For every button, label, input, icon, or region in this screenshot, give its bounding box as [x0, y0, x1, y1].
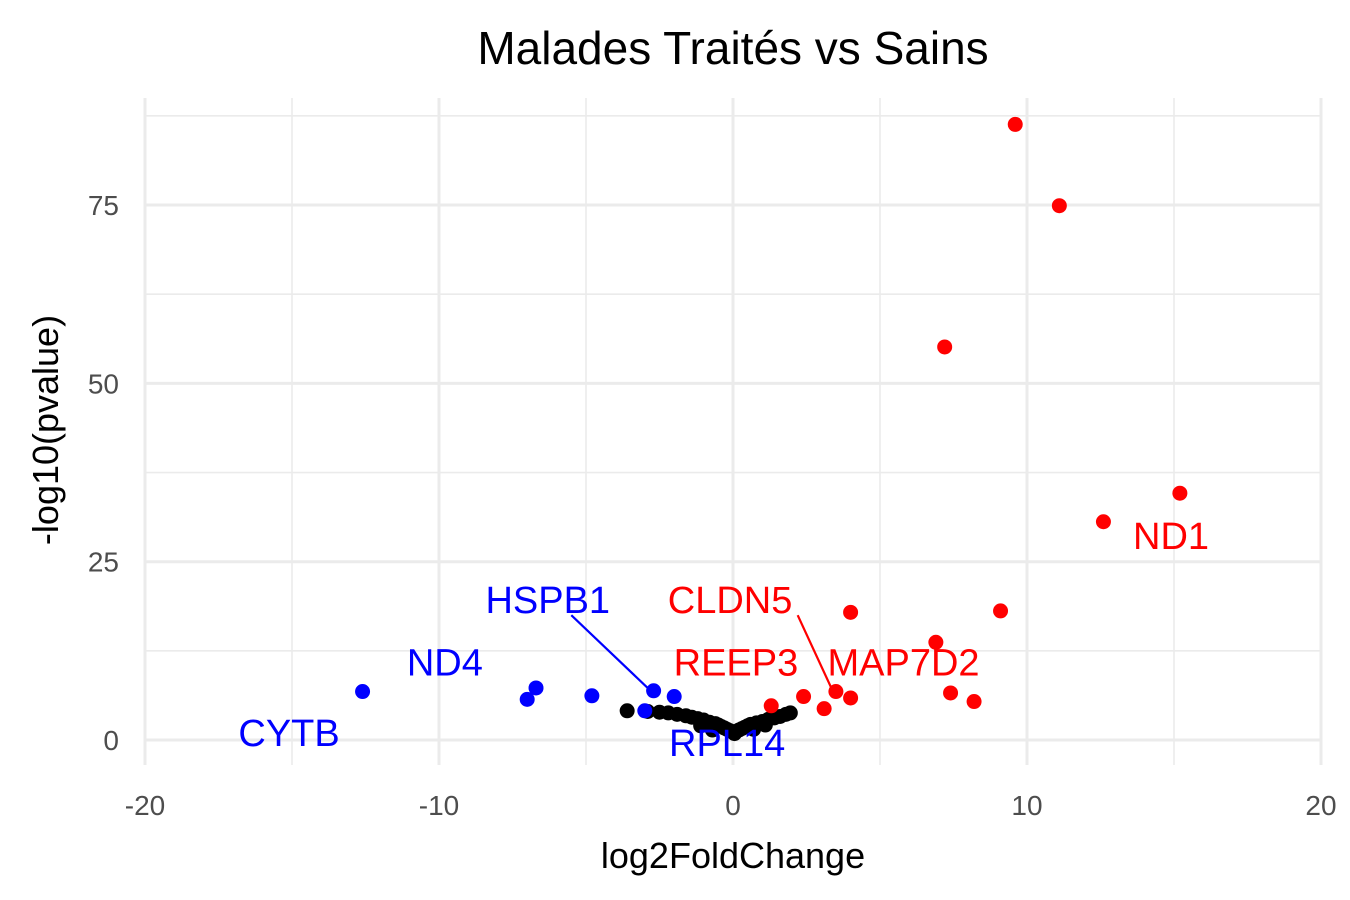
gene-label: ND4: [407, 642, 483, 684]
data-point-up: [816, 701, 832, 717]
data-point-up: [1095, 514, 1111, 530]
chart-title: Malades Traités vs Sains: [477, 22, 988, 74]
data-point-ns: [757, 717, 773, 733]
data-point-up: [1007, 116, 1023, 132]
gene-label: CYTB: [238, 713, 339, 755]
data-point-down: [528, 680, 544, 696]
gene-label: REEP3: [674, 642, 799, 684]
data-point-up: [937, 339, 953, 355]
x-tick-label: 0: [725, 790, 741, 821]
data-point-ns: [704, 722, 720, 738]
data-point-down: [519, 691, 535, 707]
x-tick-label: 10: [1011, 790, 1042, 821]
y-axis-title: -log10(pvalue): [25, 315, 66, 545]
data-point-down: [584, 688, 600, 704]
data-point-down: [646, 683, 662, 699]
data-point-up: [796, 689, 812, 705]
data-point-up: [943, 685, 959, 701]
y-tick-label: 0: [103, 725, 119, 756]
data-point-up: [966, 694, 982, 710]
gene-label: MAP7D2: [827, 642, 979, 684]
data-point-ns: [693, 718, 709, 734]
gene-label: CLDN5: [668, 580, 793, 622]
data-point-up: [843, 690, 859, 706]
label-connector: [796, 614, 834, 692]
gene-label: RPL14: [669, 723, 785, 765]
y-tick-label: 50: [88, 368, 119, 399]
data-point-ns: [782, 705, 798, 721]
data-point-up: [1051, 198, 1067, 214]
data-points: [355, 116, 1188, 742]
label-connector: [570, 614, 652, 692]
label-connectors: [570, 614, 834, 692]
data-point-up: [993, 603, 1009, 619]
tick-labels: -20 -10 0 10 20 0 25 50 75: [88, 190, 1337, 821]
data-point-ns: [746, 721, 762, 737]
data-point-up: [763, 698, 779, 714]
data-point-up: [843, 604, 859, 620]
y-tick-label: 25: [88, 547, 119, 578]
x-axis-title: log2FoldChange: [601, 835, 865, 876]
data-point-down: [355, 684, 371, 700]
gene-label: ND1: [1133, 516, 1209, 558]
x-tick-label: -10: [419, 790, 459, 821]
data-point-ns: [619, 703, 635, 719]
data-point-up: [1172, 485, 1188, 501]
x-tick-label: 20: [1305, 790, 1336, 821]
y-tick-label: 75: [88, 190, 119, 221]
x-tick-label: -20: [125, 790, 165, 821]
gene-label: HSPB1: [485, 580, 610, 622]
data-point-up: [928, 634, 944, 650]
data-point-down: [637, 703, 653, 719]
data-point-down: [666, 689, 682, 705]
